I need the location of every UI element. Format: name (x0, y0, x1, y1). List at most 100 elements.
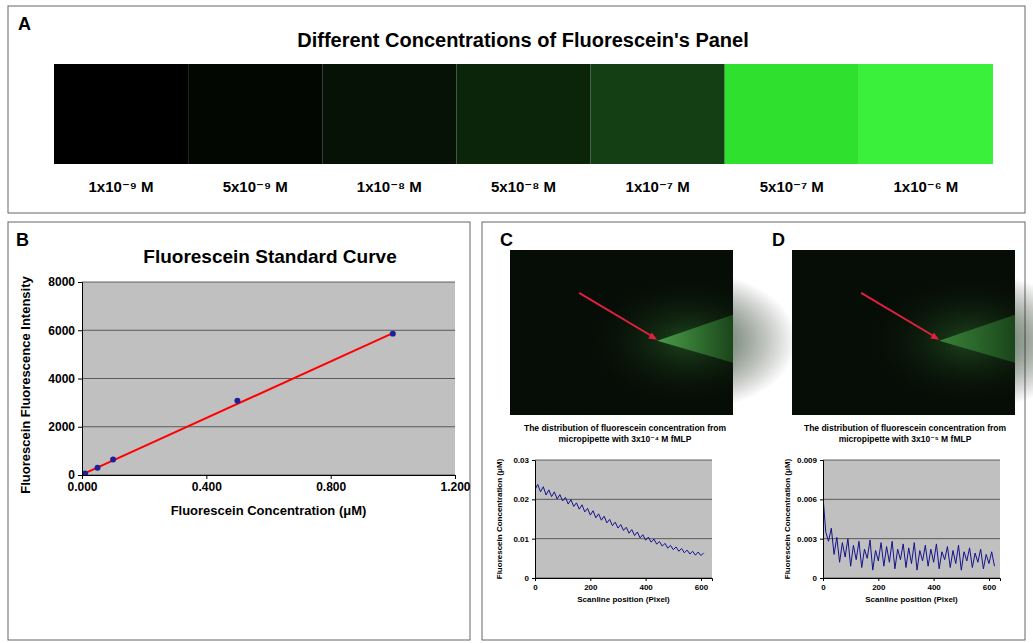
y-axis-tick-label: 0 (525, 574, 530, 583)
y-axis-tick-mark (820, 578, 823, 579)
micrograph-glow (577, 271, 797, 411)
y-axis: 0 0.003 0.006 0.009 (797, 456, 824, 583)
swatch (859, 64, 993, 164)
marks (82, 331, 396, 475)
chart-panel: BFluorescein Standard Curve0.0000.4000.8… (16, 230, 471, 518)
x-axis-tick: 600 (983, 578, 997, 592)
y-axis-tick-label: 0 (813, 574, 818, 583)
x-axis-tick-label: 1.200 (440, 480, 470, 494)
swatch-label: 5x10⁻⁷ M (760, 178, 824, 195)
x-axis-tick-label: 600 (695, 583, 709, 592)
y-axis-line (532, 461, 536, 579)
x-axis-tick: 1.200 (440, 475, 470, 494)
x-axis-title: Fluorescein Concentration (μM) (171, 503, 367, 518)
y-axis-tick: 0.03 (513, 456, 535, 465)
y-axis-tick-label: 0.003 (797, 535, 818, 544)
grid-line (82, 330, 455, 331)
grid (823, 460, 1000, 578)
panel-frame (8, 6, 1025, 213)
y-axis-tick-mark (78, 282, 82, 283)
arrow-head (930, 332, 939, 339)
x-axis-tick-mark (878, 578, 879, 581)
x-axis-tick: 0 (821, 578, 826, 592)
y-axis-tick-label: 2000 (48, 420, 75, 434)
arrow-shaft (861, 293, 933, 336)
data-point (110, 457, 116, 463)
micrograph (510, 250, 797, 415)
x-axis-tick-mark (934, 578, 935, 581)
y-axis-tick: 0.01 (513, 535, 535, 544)
chart-title-line: micropipette with 3x10⁻⁴ M fMLP (559, 434, 692, 444)
x-axis-tick: 0.800 (316, 475, 346, 494)
panel-letter: C (500, 230, 513, 250)
series-line (535, 484, 704, 555)
swatch-label: 1x10⁻⁸ M (357, 178, 422, 195)
swatch (725, 64, 859, 164)
data-point (390, 331, 396, 337)
x-axis: 0200400600 (533, 578, 712, 592)
arrow-head (648, 332, 657, 339)
x-axis-line (536, 579, 713, 582)
x-axis-tick-label: 0 (533, 583, 538, 592)
figure: ADifferent Concentrations of Fluorescein… (0, 0, 1033, 643)
y-axis-title: Fluorescein Concentration (μM) (783, 458, 792, 579)
y-axis: 02000400060008000 (48, 275, 82, 482)
x-axis-tick-label: 400 (639, 583, 653, 592)
x-axis-line (824, 579, 1001, 582)
grid-line (82, 426, 455, 427)
x-axis-tick-mark (331, 475, 332, 479)
panel-frame (8, 222, 470, 640)
x-axis-tick: 600 (695, 578, 709, 592)
chart-title: Fluorescein Standard Curve (143, 246, 396, 267)
plot-area (82, 282, 455, 475)
grid-line (823, 460, 1000, 461)
y-axis-tick-label: 0.01 (513, 535, 529, 544)
swatch-panel: ADifferent Concentrations of Fluorescein… (18, 14, 993, 195)
x-axis: 0200400600 (821, 578, 1000, 592)
swatch-label: 5x10⁻⁹ M (223, 178, 288, 195)
x-axis-tick: 400 (927, 578, 941, 592)
y-axis-tick-label: 0.02 (513, 495, 529, 504)
micrograph-glow (859, 271, 1033, 411)
x-axis-title: Scanline position (Pixel) (577, 595, 670, 604)
swatches (54, 64, 993, 164)
y-axis: 0 0.01 0.02 0.03 (513, 456, 535, 583)
grid (82, 282, 455, 475)
y-axis-tick-label: 0 (68, 468, 75, 482)
y-axis-tick-label: 4000 (48, 372, 75, 386)
x-axis-title: Scanline position (Pixel) (865, 595, 958, 604)
y-axis-tick: 0 (68, 468, 82, 482)
x-axis-tick-mark (646, 578, 647, 581)
x-axis-tick-label: 0.800 (316, 480, 346, 494)
panel-letter: A (18, 14, 31, 34)
chart-title-line: micropipette with 3x10⁻⁵ M fMLP (839, 434, 972, 444)
y-axis-tick: 0.009 (797, 456, 823, 465)
y-axis-tick-mark (532, 539, 535, 540)
swatch-label: 1x10⁻⁶ M (893, 178, 958, 195)
y-axis-tick-label: 0.03 (513, 456, 529, 465)
chart-title: The distribution of fluorescein concentr… (524, 423, 727, 444)
x-axis-tick-mark (206, 475, 207, 479)
data-point (82, 470, 88, 475)
grid-line (823, 538, 1000, 539)
y-axis-tick-mark (532, 499, 535, 500)
panel-letter: D (772, 230, 785, 250)
y-axis-tick-mark (78, 330, 82, 331)
series-line (82, 333, 393, 474)
grid-line (82, 282, 455, 283)
grid-line (82, 378, 455, 379)
chart-title-line: The distribution of fluorescein concentr… (804, 423, 1007, 433)
x-axis-tick-label: 600 (983, 583, 997, 592)
y-axis-title: Fluorescein Concentration (μM) (495, 458, 504, 579)
micrograph (792, 250, 1033, 415)
swatch (591, 64, 725, 164)
data-point (95, 465, 101, 471)
plot-area (823, 460, 1000, 578)
grid-line (823, 499, 1000, 500)
y-axis-tick: 0.006 (797, 495, 823, 504)
y-axis-tick: 2000 (48, 420, 82, 434)
marks (535, 484, 704, 555)
swatch-label: 1x10⁻⁷ M (626, 178, 690, 195)
panel-letter: B (16, 230, 29, 250)
x-axis-tick-mark (590, 578, 591, 581)
